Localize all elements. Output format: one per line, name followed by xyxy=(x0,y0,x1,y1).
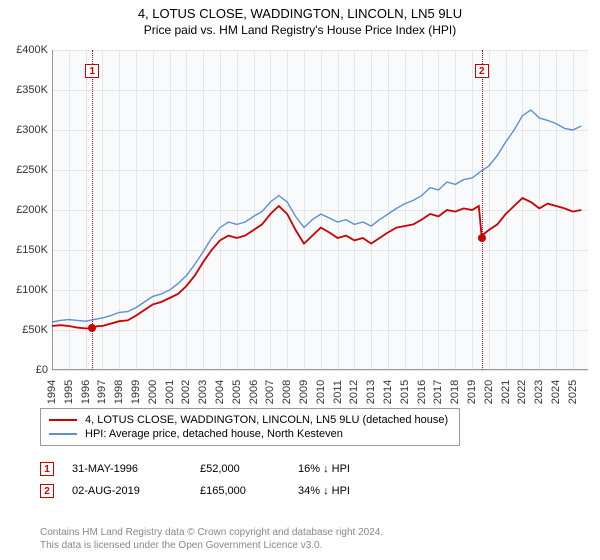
x-tick-label: 2020 xyxy=(483,380,495,404)
x-tick-label: 2004 xyxy=(214,380,226,404)
x-tick-label: 2015 xyxy=(399,380,411,404)
transaction-price: £52,000 xyxy=(200,463,280,475)
x-tick-label: 1998 xyxy=(113,380,125,404)
y-tick-label: £200K xyxy=(4,204,48,216)
x-tick-label: 2006 xyxy=(248,380,260,404)
x-tick-label: 2023 xyxy=(533,380,545,404)
x-tick-label: 1997 xyxy=(96,380,108,404)
transaction-marker: 1 xyxy=(40,462,54,476)
legend-label: HPI: Average price, detached house, Nort… xyxy=(85,428,343,440)
y-tick-label: £400K xyxy=(4,44,48,56)
x-tick-label: 2000 xyxy=(147,380,159,404)
line-series-svg xyxy=(52,50,588,370)
x-tick-label: 1994 xyxy=(46,380,58,404)
plot-area: £0£50K£100K£150K£200K£250K£300K£350K£400… xyxy=(52,50,588,370)
x-tick-label: 2009 xyxy=(298,380,310,404)
x-tick-label: 1995 xyxy=(63,380,75,404)
legend-swatch xyxy=(49,419,77,421)
transaction-row: 1 31-MAY-1996 £52,000 16% ↓ HPI xyxy=(40,458,560,480)
marker-label: 2 xyxy=(475,64,489,78)
marker-guideline xyxy=(92,50,93,370)
legend: 4, LOTUS CLOSE, WADDINGTON, LINCOLN, LN5… xyxy=(40,408,460,446)
legend-swatch xyxy=(49,433,77,435)
x-tick-label: 2008 xyxy=(281,380,293,404)
series-line xyxy=(52,110,581,322)
x-tick-label: 2003 xyxy=(197,380,209,404)
chart-footer: Contains HM Land Registry data © Crown c… xyxy=(40,526,383,552)
y-tick-label: £300K xyxy=(4,124,48,136)
x-tick-label: 2025 xyxy=(567,380,579,404)
transaction-pct: 34% ↓ HPI xyxy=(298,485,388,497)
x-tick-label: 2019 xyxy=(466,380,478,404)
chart-subtitle: Price paid vs. HM Land Registry's House … xyxy=(0,21,600,37)
x-tick-label: 2017 xyxy=(432,380,444,404)
transaction-pct: 16% ↓ HPI xyxy=(298,463,388,475)
transaction-price: £165,000 xyxy=(200,485,280,497)
y-tick-label: £50K xyxy=(4,324,48,336)
marker-label: 1 xyxy=(85,64,99,78)
x-tick-label: 2013 xyxy=(365,380,377,404)
transaction-date: 02-AUG-2019 xyxy=(72,485,182,497)
x-tick-label: 2005 xyxy=(231,380,243,404)
x-tick-label: 1996 xyxy=(80,380,92,404)
footer-line-2: This data is licensed under the Open Gov… xyxy=(40,539,383,552)
x-tick-label: 2010 xyxy=(315,380,327,404)
y-tick-label: £150K xyxy=(4,244,48,256)
x-tick-label: 2022 xyxy=(516,380,528,404)
x-tick-label: 2002 xyxy=(180,380,192,404)
footer-line-1: Contains HM Land Registry data © Crown c… xyxy=(40,526,383,539)
transaction-table: 1 31-MAY-1996 £52,000 16% ↓ HPI 2 02-AUG-2019… xyxy=(40,458,560,502)
transaction-date: 31-MAY-1996 xyxy=(72,463,182,475)
x-tick-label: 2018 xyxy=(449,380,461,404)
legend-label: 4, LOTUS CLOSE, WADDINGTON, LINCOLN, LN5… xyxy=(85,414,448,426)
x-tick-label: 2016 xyxy=(416,380,428,404)
x-tick-label: 2011 xyxy=(332,380,344,404)
legend-item: HPI: Average price, detached house, Nort… xyxy=(49,427,451,441)
x-tick-label: 1999 xyxy=(130,380,142,404)
transaction-marker: 2 xyxy=(40,484,54,498)
y-tick-label: £100K xyxy=(4,284,48,296)
y-tick-label: £250K xyxy=(4,164,48,176)
chart-container: 4, LOTUS CLOSE, WADDINGTON, LINCOLN, LN5… xyxy=(0,0,600,560)
x-tick-label: 2012 xyxy=(348,380,360,404)
marker-guideline xyxy=(482,50,483,370)
y-tick-label: £0 xyxy=(4,364,48,376)
x-tick-label: 2001 xyxy=(164,380,176,404)
marker-dot xyxy=(88,324,96,332)
y-tick-label: £350K xyxy=(4,84,48,96)
x-tick-label: 2024 xyxy=(550,380,562,404)
x-tick-label: 2021 xyxy=(500,380,512,404)
gridline-y xyxy=(52,370,588,371)
x-tick-label: 2007 xyxy=(264,380,276,404)
marker-dot xyxy=(478,234,486,242)
transaction-row: 2 02-AUG-2019 £165,000 34% ↓ HPI xyxy=(40,480,560,502)
x-tick-label: 2014 xyxy=(382,380,394,404)
chart-title: 4, LOTUS CLOSE, WADDINGTON, LINCOLN, LN5… xyxy=(0,0,600,21)
legend-item: 4, LOTUS CLOSE, WADDINGTON, LINCOLN, LN5… xyxy=(49,413,451,427)
